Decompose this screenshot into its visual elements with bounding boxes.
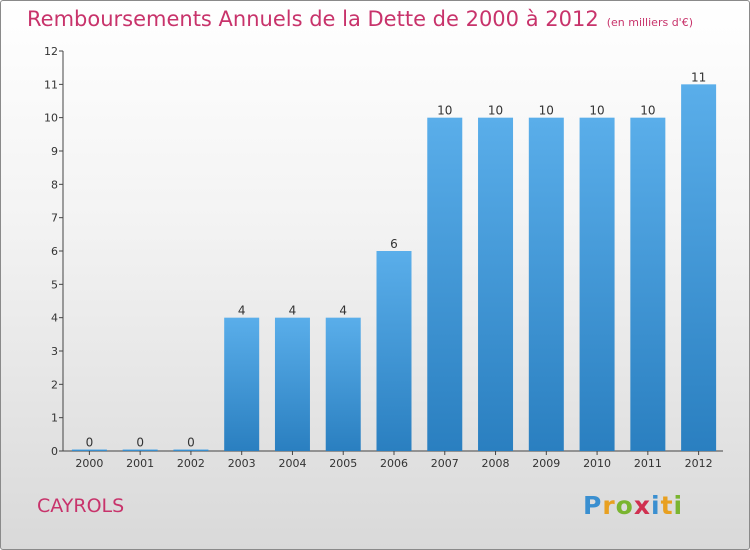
title-row: Remboursements Annuels de la Dette de 20… xyxy=(27,7,693,31)
bar-value-label: 4 xyxy=(238,304,246,318)
bar xyxy=(274,317,310,451)
y-tick-label: 6 xyxy=(51,245,58,258)
y-tick-label: 11 xyxy=(44,78,58,91)
y-tick-label: 4 xyxy=(51,312,58,325)
bar xyxy=(681,84,717,451)
chart-labels: 2000 0 2001 0 2002 0 2003 4 2004 4 2005 4 2006 6 2007 1… xyxy=(75,70,712,470)
y-tick-label: 1 xyxy=(51,412,58,425)
x-tick-label: 2001 xyxy=(126,457,154,470)
bar-value-label: 10 xyxy=(488,104,503,118)
y-tick-label: 5 xyxy=(51,278,58,291)
chart-bars xyxy=(71,84,717,452)
bar xyxy=(376,251,412,451)
bar xyxy=(427,117,463,452)
bar xyxy=(122,449,158,451)
y-tick-label: 10 xyxy=(44,112,58,125)
bar xyxy=(325,317,361,451)
bar-value-label: 6 xyxy=(390,237,398,251)
bar-value-label: 4 xyxy=(289,304,297,318)
bar xyxy=(630,117,666,452)
y-tick-label: 3 xyxy=(51,345,58,358)
x-tick-label: 2005 xyxy=(329,457,357,470)
bar xyxy=(579,117,615,452)
chart-unit-note: (en milliers d'€) xyxy=(606,16,693,29)
x-tick-label: 2009 xyxy=(532,457,560,470)
y-tick-label: 12 xyxy=(44,45,58,58)
bar xyxy=(173,449,209,451)
x-tick-label: 2000 xyxy=(75,457,103,470)
x-tick-label: 2011 xyxy=(634,457,662,470)
x-tick-label: 2006 xyxy=(380,457,408,470)
bar-value-label: 10 xyxy=(437,104,452,118)
x-tick-label: 2003 xyxy=(228,457,256,470)
bar-value-label: 10 xyxy=(640,104,655,118)
y-tick-label: 0 xyxy=(51,445,58,458)
bar xyxy=(224,317,260,451)
x-tick-label: 2012 xyxy=(685,457,713,470)
bar xyxy=(478,117,514,452)
y-tick-label: 7 xyxy=(51,212,58,225)
x-tick-label: 2004 xyxy=(278,457,306,470)
chart-title: Remboursements Annuels de la Dette de 20… xyxy=(27,7,599,31)
bar xyxy=(528,117,564,452)
bar-value-label: 10 xyxy=(589,104,604,118)
y-tick-label: 9 xyxy=(51,145,58,158)
y-tick-label: 8 xyxy=(51,178,58,191)
proxiti-logo[interactable]: Proxiti xyxy=(583,491,684,520)
bar-value-label: 4 xyxy=(339,304,347,318)
x-tick-label: 2008 xyxy=(482,457,510,470)
bar-value-label: 0 xyxy=(86,436,94,450)
y-tick-label: 2 xyxy=(51,378,58,391)
bar-value-label: 10 xyxy=(539,104,554,118)
commune-name: CAYROLS xyxy=(37,495,125,517)
bar xyxy=(71,449,107,451)
x-tick-label: 2002 xyxy=(177,457,205,470)
bar-value-label: 0 xyxy=(136,436,144,450)
x-tick-label: 2010 xyxy=(583,457,611,470)
bar-value-label: 0 xyxy=(187,436,195,450)
bar-value-label: 11 xyxy=(691,70,706,84)
x-tick-label: 2007 xyxy=(431,457,459,470)
